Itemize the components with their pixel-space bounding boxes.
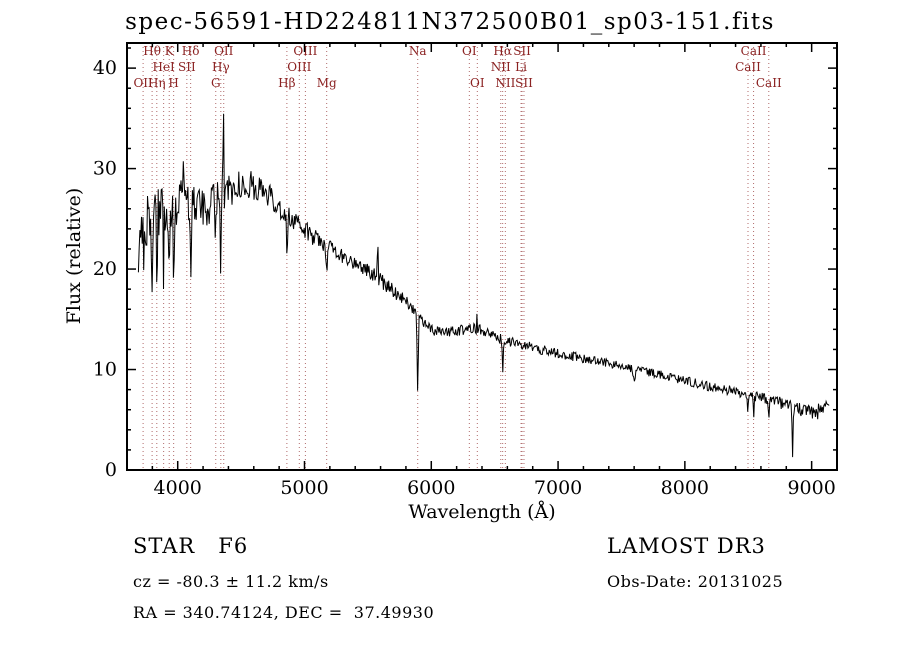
line-label-Hθ: Hθ bbox=[143, 44, 161, 58]
cz-text: cz = -80.3 ± 11.2 km/s bbox=[133, 572, 329, 591]
obs-date-text: Obs-Date: 20131025 bbox=[607, 572, 784, 591]
line-label-Mg: Mg bbox=[317, 76, 337, 90]
line-label-NII: NII bbox=[495, 76, 515, 90]
line-label-SII: SII bbox=[513, 44, 531, 58]
plot-title: spec-56591-HD224811N372500B01_sp03-151.f… bbox=[125, 9, 775, 35]
line-label-NII: NII bbox=[491, 60, 511, 74]
tick-labels: 4000 5000 6000 7000 8000 9000 0 10 20 30 40 bbox=[93, 57, 836, 499]
line-label-OIII: OIII bbox=[287, 60, 311, 74]
line-label-Li: Li bbox=[515, 60, 527, 74]
survey-text: LAMOST DR3 bbox=[607, 534, 766, 558]
x-tick-label: 4000 bbox=[154, 477, 202, 499]
line-label-OI: OI bbox=[470, 76, 485, 90]
y-tick-label: 30 bbox=[93, 158, 117, 180]
ra-dec-text: RA = 340.74124, DEC = 37.49930 bbox=[133, 603, 435, 622]
line-label-CaII: CaII bbox=[756, 76, 782, 90]
spectrum-line bbox=[137, 113, 830, 458]
line-label-Hη: Hη bbox=[148, 76, 166, 90]
line-label-K: K bbox=[165, 44, 175, 58]
line-label-CaII: CaII bbox=[735, 60, 761, 74]
line-label-H: H bbox=[168, 76, 178, 90]
x-tick-label: 6000 bbox=[407, 477, 455, 499]
classification-text: STAR F6 bbox=[133, 534, 249, 558]
y-tick-label: 0 bbox=[105, 459, 117, 481]
x-tick-label: 5000 bbox=[280, 477, 328, 499]
line-label-Hα: Hα bbox=[493, 44, 512, 58]
y-tick-label: 10 bbox=[93, 359, 117, 381]
x-tick-label: 9000 bbox=[787, 477, 835, 499]
line-label-SII: SII bbox=[178, 60, 196, 74]
x-tick-label: 7000 bbox=[534, 477, 582, 499]
line-label-OII: OII bbox=[214, 44, 234, 58]
line-label-Na: Na bbox=[409, 44, 427, 58]
line-label-SII: SII bbox=[515, 76, 533, 90]
line-label-OII: OII bbox=[133, 76, 153, 90]
line-label-Hβ: Hβ bbox=[278, 76, 295, 90]
line-label-Hγ: Hγ bbox=[212, 60, 230, 74]
x-axis-label: Wavelength (Å) bbox=[408, 501, 556, 523]
y-axis-label: Flux (relative) bbox=[63, 187, 85, 325]
line-label-OIII: OIII bbox=[293, 44, 317, 58]
x-tick-label: 8000 bbox=[661, 477, 709, 499]
line-label-G: G bbox=[211, 76, 221, 90]
axis-ticks bbox=[127, 43, 837, 470]
line-label-OI: OI bbox=[462, 44, 477, 58]
y-tick-label: 20 bbox=[93, 258, 117, 280]
y-tick-label: 40 bbox=[93, 57, 117, 79]
axes-box bbox=[126, 42, 838, 471]
line-label-HeI: HeI bbox=[152, 60, 175, 74]
line-label-CaII: CaII bbox=[741, 44, 767, 58]
line-label-Hδ: Hδ bbox=[182, 44, 200, 58]
